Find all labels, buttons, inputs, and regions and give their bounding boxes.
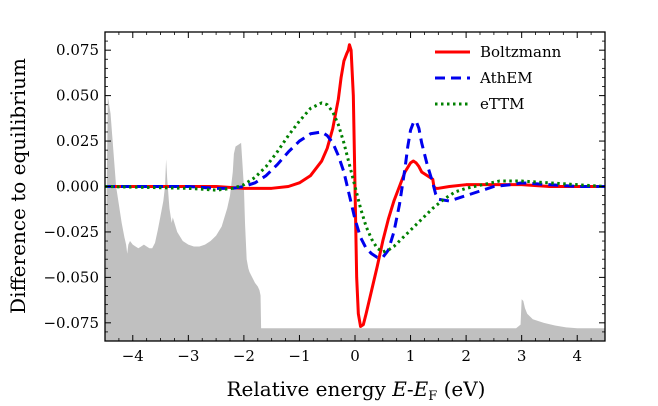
y-tick-label: −0.025 — [43, 223, 99, 241]
y-tick-label: 0.075 — [56, 41, 99, 59]
legend: Boltzmann AthEM eTTM — [435, 43, 562, 113]
y-tick-label: 0.000 — [56, 178, 99, 196]
x-axis-title: Relative energy E-EF (eV) — [227, 377, 486, 404]
y-axis-title: Difference to equilibrium — [6, 58, 30, 314]
y-tick-label: −0.075 — [43, 314, 99, 332]
x-tick-label: 4 — [572, 347, 582, 365]
y-tick-label: 0.050 — [56, 87, 99, 105]
x-tick-label: −1 — [288, 347, 310, 365]
x-tick-label: −4 — [122, 347, 144, 365]
dos-background-layer — [105, 95, 605, 341]
legend-label-athem: AthEM — [479, 69, 533, 87]
x-tick-label: 1 — [406, 347, 416, 365]
y-tick-label: 0.025 — [56, 132, 99, 150]
series-layer — [105, 43, 605, 328]
x-tick-label: 3 — [517, 347, 527, 365]
y-tick-label: −0.050 — [43, 268, 99, 286]
x-tick-label: 2 — [461, 347, 471, 365]
x-tick-label: −3 — [177, 347, 199, 365]
x-tick-label: 0 — [350, 347, 360, 365]
legend-label-boltzmann: Boltzmann — [480, 43, 562, 61]
series-line-athem — [105, 119, 605, 259]
legend-label-ettm: eTTM — [480, 95, 525, 113]
dos-area — [105, 95, 605, 341]
tick-layer: −4 −3 −2 −1 0 1 2 3 4 −0.075 −0.050 −0.025 0.000 0.02… — [43, 31, 606, 365]
x-tick-label: −2 — [233, 347, 255, 365]
series-line-ettm — [105, 101, 605, 254]
